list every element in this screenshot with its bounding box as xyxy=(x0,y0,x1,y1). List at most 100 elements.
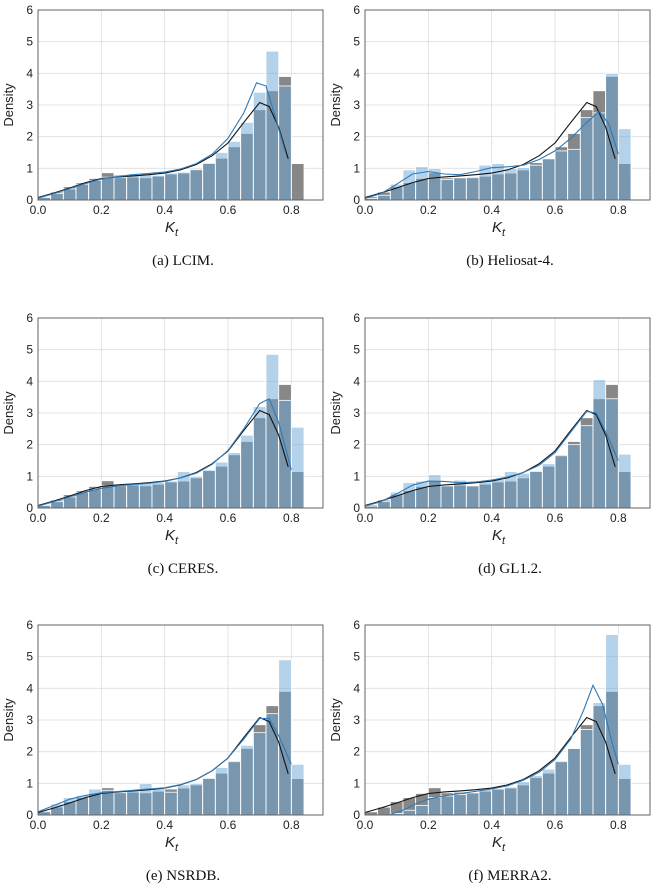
histogram-bar-model xyxy=(126,173,140,201)
y-axis-label: Density xyxy=(1,698,16,742)
x-tick-label: 0.4 xyxy=(156,511,173,525)
x-tick-label: 0.0 xyxy=(30,203,47,217)
histogram-bar-model xyxy=(227,452,242,509)
y-tick-label: 1 xyxy=(353,161,360,175)
histogram-bar-model xyxy=(214,767,229,816)
histogram-bar-model xyxy=(503,786,518,816)
axes-frame xyxy=(37,317,324,509)
x-tick-label: 0.0 xyxy=(357,511,374,525)
histogram-bar-model xyxy=(529,164,543,201)
x-tick-label: 0.8 xyxy=(283,511,300,525)
y-tick-label: 5 xyxy=(353,35,360,49)
histogram-bar-model xyxy=(554,455,569,509)
kde-curve-model xyxy=(390,683,619,815)
histogram-bar-model xyxy=(265,50,280,201)
y-tick-label: 3 xyxy=(353,98,360,112)
x-tick-label: 0.0 xyxy=(357,818,374,832)
histogram-bar-model xyxy=(541,158,556,201)
histogram-bar-model xyxy=(579,425,594,509)
x-tick-label: 0.8 xyxy=(610,818,627,832)
histogram-bar-model xyxy=(377,194,391,201)
kde-curve-reference xyxy=(364,716,616,814)
y-tick-label: 4 xyxy=(26,374,33,388)
histogram-bar-model xyxy=(440,485,455,509)
histogram-bar-model xyxy=(227,141,242,201)
subfigure-caption: (d) GL1.2. xyxy=(478,561,542,577)
x-tick-label: 0.4 xyxy=(156,203,173,217)
y-tick-label: 0 xyxy=(353,501,360,515)
histogram-bar-model xyxy=(240,122,254,201)
histogram-bar-model xyxy=(579,117,594,201)
x-tick-label: 0.4 xyxy=(483,818,500,832)
kde-curve-model xyxy=(37,717,292,813)
x-tick-label: 0.6 xyxy=(547,203,564,217)
histogram-bar-model xyxy=(440,179,455,201)
x-tick-label: 0.8 xyxy=(610,511,627,525)
histogram-bar-model xyxy=(503,167,518,201)
y-tick-label: 5 xyxy=(353,650,360,664)
histogram-bar-model xyxy=(50,501,64,509)
y-tick-label: 5 xyxy=(26,650,33,664)
y-tick-label: 1 xyxy=(26,161,33,175)
y-axis-label: Density xyxy=(328,391,343,435)
histogram-bar-model xyxy=(605,72,619,201)
histogram-bar-model xyxy=(164,791,178,816)
histogram-bar-model xyxy=(151,174,166,201)
chart-panel: 0 1 2 3 4 5 6 0.0 0.2 0.4 0.6 0.8 Density Kt (a) LCIM. xyxy=(1,3,324,269)
chart-panel: 0 1 2 3 4 5 6 0.0 0.2 0.4 0.6 0.8 Density Kt (b) Helio… xyxy=(328,3,651,269)
subfigure-caption: (b) Heliosat-4. xyxy=(466,253,553,269)
histogram-bar-model xyxy=(88,179,102,201)
histogram-bar-model xyxy=(541,768,556,816)
histogram-bar-model xyxy=(579,729,594,816)
histogram-bar-model xyxy=(453,177,467,201)
histogram-bar-model xyxy=(478,481,493,509)
histogram-bar-model xyxy=(75,183,90,201)
histogram-bar-model xyxy=(151,787,166,816)
y-axis-label: Density xyxy=(1,391,16,435)
y-tick-label: 6 xyxy=(26,618,33,632)
y-axis-label: Density xyxy=(328,83,343,127)
histogram-bar-model xyxy=(138,482,153,509)
histogram-bar-model xyxy=(453,794,467,816)
y-tick-label: 3 xyxy=(353,406,360,420)
y-tick-label: 0 xyxy=(353,808,360,822)
y-tick-label: 1 xyxy=(26,776,33,790)
y-tick-label: 0 xyxy=(353,193,360,207)
x-tick-label: 0.8 xyxy=(610,203,627,217)
y-tick-label: 1 xyxy=(353,776,360,790)
histogram-bar-model xyxy=(138,174,153,201)
histogram-bar-model xyxy=(100,485,115,509)
histogram-bar-model xyxy=(176,171,191,201)
y-tick-label: 3 xyxy=(26,406,33,420)
histogram-bar-model xyxy=(541,463,556,509)
kde-curve-model xyxy=(37,398,292,507)
kde-curve-model xyxy=(37,82,286,199)
y-tick-label: 4 xyxy=(26,66,33,80)
x-tick-label: 0.2 xyxy=(93,818,110,832)
histogram-bar-model xyxy=(592,379,607,509)
histogram-bar-model xyxy=(567,748,581,816)
histogram-bar-model xyxy=(427,797,442,816)
y-tick-label: 2 xyxy=(26,438,33,452)
histogram-bar-model xyxy=(62,797,77,816)
histogram-bar-model xyxy=(278,85,292,201)
histogram-bar-model xyxy=(491,788,505,816)
subfigure-caption: (e) NSRDB. xyxy=(146,868,220,884)
histogram-bar-model xyxy=(290,426,305,509)
histogram-bar-model xyxy=(516,167,531,201)
y-tick-label: 6 xyxy=(353,3,360,17)
histogram-bar-model xyxy=(516,472,531,509)
x-tick-label: 0.2 xyxy=(93,203,110,217)
x-tick-label: 0.0 xyxy=(30,818,47,832)
y-tick-label: 5 xyxy=(353,343,360,357)
histogram-bar-model xyxy=(516,781,531,816)
histogram-bar-model xyxy=(214,461,229,509)
x-tick-label: 0.4 xyxy=(483,203,500,217)
kde-curve-reference xyxy=(37,101,289,199)
histogram-bar-model xyxy=(605,398,619,509)
histogram-bar-model xyxy=(278,399,292,509)
histogram-bar-model xyxy=(164,172,178,201)
x-axis-label: Kt xyxy=(165,834,179,854)
histogram-bar-model xyxy=(252,406,267,509)
